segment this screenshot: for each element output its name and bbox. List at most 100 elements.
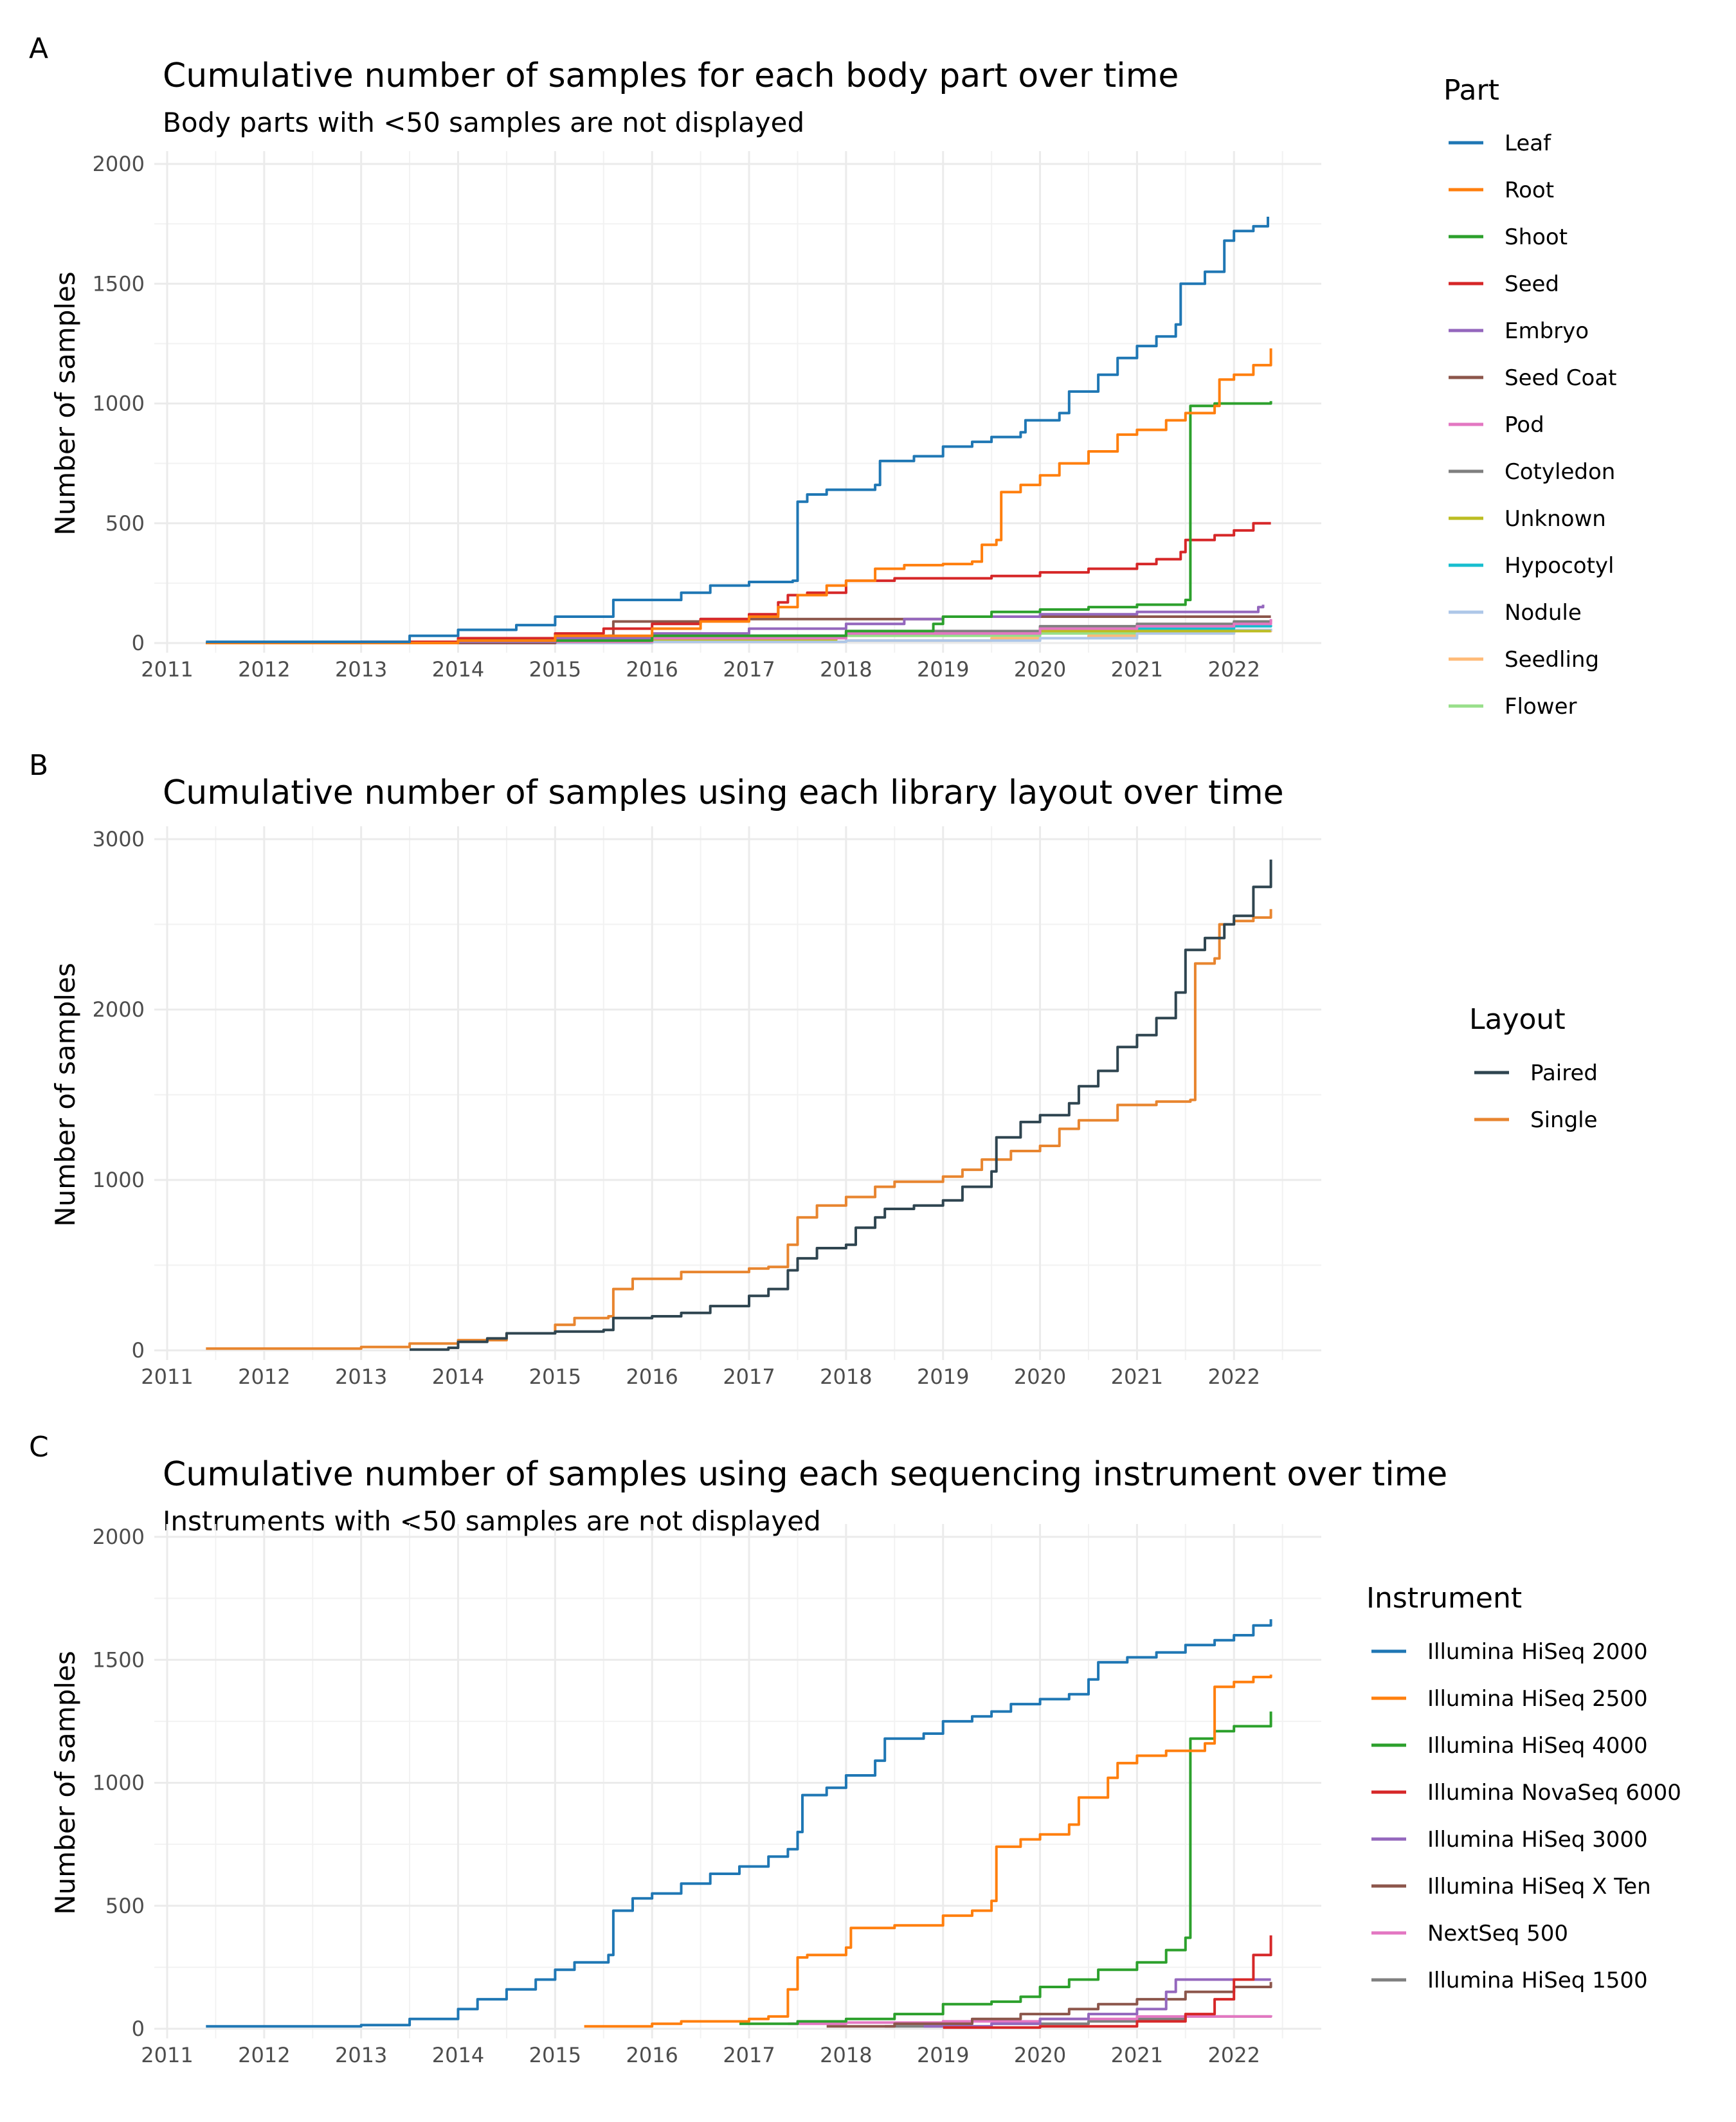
legend-label: Seedling (1505, 647, 1599, 673)
y-tick-label: 1000 (93, 1168, 145, 1192)
legend-label: Flower (1505, 694, 1577, 720)
series-line-shoot (206, 401, 1272, 644)
y-tick-label: 0 (132, 2017, 145, 2041)
x-tick-label: 2019 (917, 1365, 969, 1389)
x-tick-label: 2022 (1208, 657, 1260, 682)
series-line-seed (206, 521, 1271, 644)
chart-panel-b: B Cumulative number of samples using each… (29, 749, 1598, 1389)
x-tick-label: 2014 (432, 657, 484, 682)
x-tick-label: 2013 (335, 2043, 387, 2067)
chart-title: Cumulative number of samples for each bo… (163, 57, 1179, 95)
x-tick-label: 2016 (626, 657, 678, 682)
x-tick-label: 2021 (1111, 2043, 1163, 2067)
x-tick-label: 2020 (1014, 2043, 1066, 2067)
x-tick-label: 2021 (1111, 1365, 1163, 1389)
legend-label: Leaf (1505, 131, 1551, 156)
legend-label: Illumina HiSeq 4000 (1427, 1733, 1648, 1759)
x-tick-label: 2013 (335, 1365, 387, 1389)
x-tick-label: 2017 (723, 2043, 775, 2067)
x-tick-label: 2015 (529, 657, 581, 682)
legend-label: Root (1505, 177, 1554, 203)
gridlines (154, 151, 1321, 653)
y-tick-label: 0 (132, 1338, 145, 1363)
legend-title: Part (1443, 74, 1499, 107)
panel-letter: C (29, 1431, 49, 1464)
y-tick-label: 2000 (93, 1525, 145, 1549)
y-tick-label: 3000 (93, 827, 145, 851)
panel-letter: B (29, 749, 48, 782)
y-axis-label: Number of samples (50, 963, 81, 1226)
y-tick-label: 500 (105, 1894, 145, 1918)
legend-label: Seed Coat (1505, 365, 1617, 391)
panel-letter: A (29, 32, 48, 65)
y-axis-label: Number of samples (50, 1651, 81, 1914)
x-tick-label: 2012 (238, 2043, 290, 2067)
legend-label: Paired (1530, 1060, 1598, 1086)
chart-title: Cumulative number of samples using each … (163, 774, 1284, 812)
series-group (206, 859, 1272, 1351)
legend-label: Embryo (1505, 318, 1589, 344)
x-tick-label: 2019 (917, 2043, 969, 2067)
series-line-illumina-hiseq-3000 (923, 1978, 1271, 2028)
legend-label: Illumina HiSeq 1500 (1427, 1968, 1648, 1993)
legend-label: Single (1530, 1107, 1598, 1133)
series-line-illumina-hiseq-2000 (206, 1619, 1272, 2028)
x-tick-label: 2014 (432, 2043, 484, 2067)
gridlines (154, 826, 1321, 1360)
legend-label: Illumina HiSeq 3000 (1427, 1827, 1648, 1853)
legend-label: Nodule (1505, 600, 1582, 626)
x-tick-label: 2017 (723, 1365, 775, 1389)
x-tick-label: 2015 (529, 1365, 581, 1389)
x-tick-label: 2017 (723, 657, 775, 682)
series-line-root (206, 348, 1272, 644)
y-tick-label: 1000 (93, 1771, 145, 1795)
x-tick-label: 2012 (238, 657, 290, 682)
x-tick-label: 2015 (529, 2043, 581, 2067)
x-tick-label: 2019 (917, 657, 969, 682)
y-tick-label: 2000 (93, 997, 145, 1022)
legend: Instrument Illumina HiSeq 2000 Illumina Hi… (1366, 1582, 1681, 1993)
y-tick-label: 1500 (93, 1647, 145, 1672)
x-tick-label: 2013 (335, 657, 387, 682)
x-tick-label: 2011 (141, 657, 193, 682)
x-tick-label: 2018 (820, 2043, 872, 2067)
legend-label: Illumina HiSeq 2000 (1427, 1639, 1648, 1665)
legend-title: Instrument (1366, 1582, 1522, 1615)
y-tick-label: 500 (105, 511, 145, 536)
legend-label: Unknown (1505, 506, 1606, 532)
chart-panel-a: A Cumulative number of samples for each b… (29, 32, 1617, 720)
legend: Layout Paired Single (1469, 1003, 1598, 1133)
series-line-paired (410, 859, 1272, 1351)
chart-subtitle: Instruments with <50 samples are not dis… (163, 1505, 821, 1537)
legend-label: Illumina NovaSeq 6000 (1427, 1780, 1681, 1806)
legend-label: Cotyledon (1505, 459, 1615, 485)
y-tick-label: 2000 (93, 152, 145, 176)
series-group (206, 1619, 1272, 2029)
chart-subtitle: Body parts with <50 samples are not disp… (163, 107, 804, 138)
series-line-single (206, 909, 1272, 1350)
series-line-illumina-hiseq-4000 (739, 1711, 1272, 2026)
series-group (206, 217, 1272, 644)
x-tick-label: 2014 (432, 1365, 484, 1389)
x-tick-label: 2021 (1111, 657, 1163, 682)
legend-title: Layout (1469, 1003, 1566, 1036)
y-tick-label: 1500 (93, 271, 145, 296)
x-tick-label: 2012 (238, 1365, 290, 1389)
x-tick-label: 2022 (1208, 2043, 1260, 2067)
legend-label: Seed (1505, 271, 1559, 297)
legend-label: Pod (1505, 412, 1544, 438)
x-tick-label: 2016 (626, 2043, 678, 2067)
legend-label: Shoot (1505, 224, 1568, 250)
series-line-illumina-hiseq-2500 (584, 1674, 1272, 2028)
x-tick-label: 2018 (820, 1365, 872, 1389)
x-tick-label: 2018 (820, 657, 872, 682)
x-tick-label: 2016 (626, 1365, 678, 1389)
y-axis-label: Number of samples (50, 271, 81, 535)
series-line-illumina-novaseq-6000 (943, 1935, 1272, 2029)
series-line-leaf (206, 217, 1269, 644)
gridlines (154, 1524, 1321, 2038)
legend-label: NextSeq 500 (1427, 1921, 1568, 1946)
x-tick-label: 2020 (1014, 1365, 1066, 1389)
